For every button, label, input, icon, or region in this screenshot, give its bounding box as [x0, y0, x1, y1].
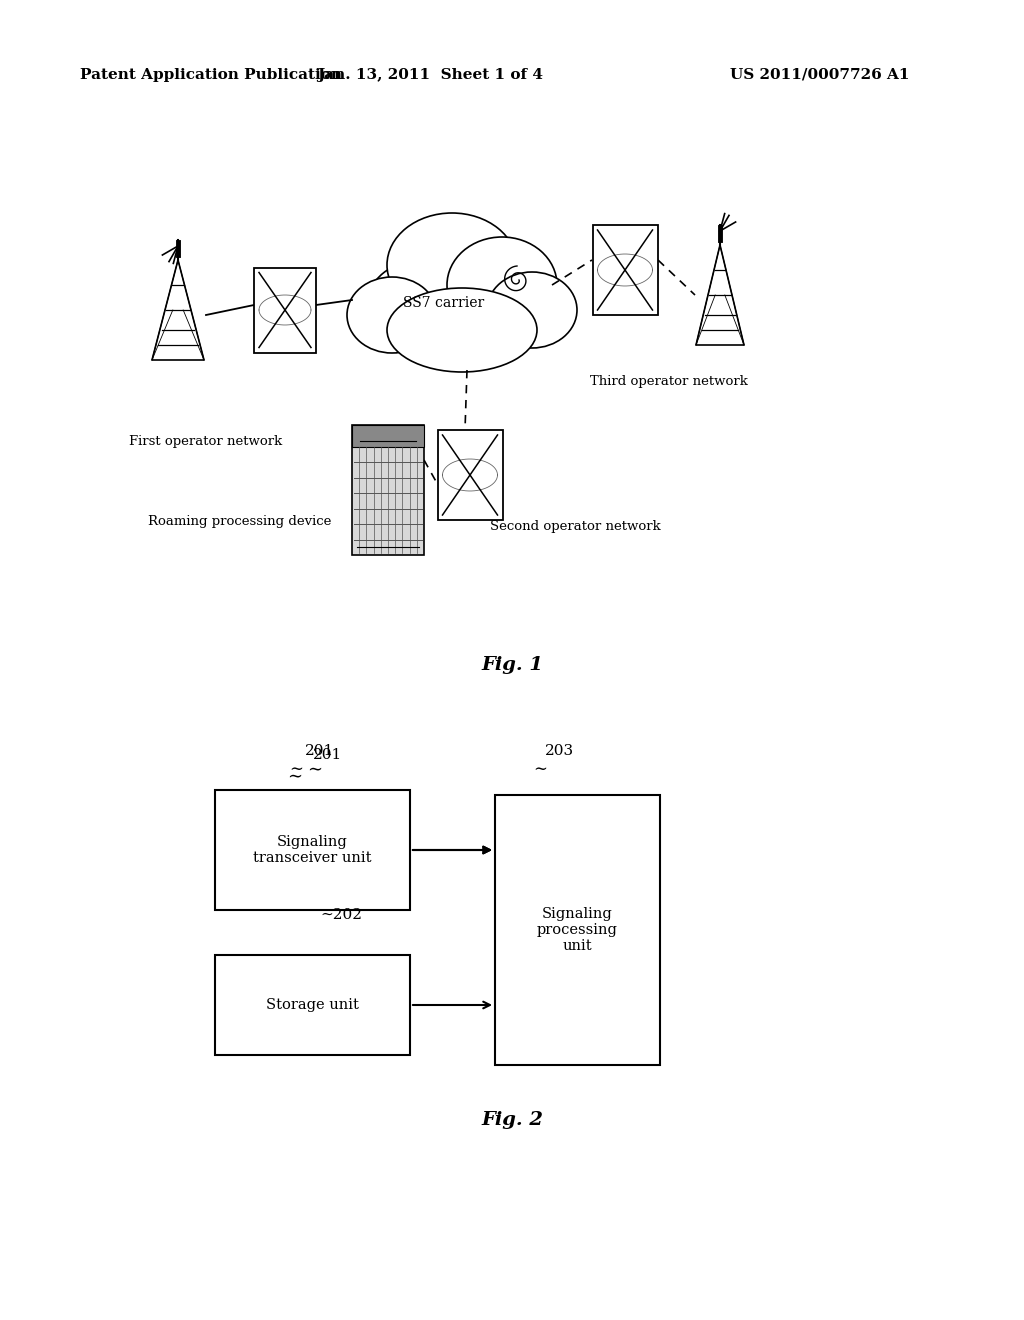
Text: Fig. 2: Fig. 2 — [481, 1111, 543, 1129]
Text: 203: 203 — [546, 744, 574, 758]
Ellipse shape — [387, 213, 517, 317]
Text: Third operator network: Third operator network — [590, 375, 748, 388]
Text: 201: 201 — [305, 744, 335, 758]
Text: SS7 carrier: SS7 carrier — [403, 296, 484, 310]
Text: 201: 201 — [313, 748, 342, 762]
Ellipse shape — [367, 260, 477, 350]
Bar — [215, 954, 410, 1055]
Text: First operator network: First operator network — [129, 436, 283, 447]
Bar — [437, 430, 503, 520]
Text: Signaling
transceiver unit: Signaling transceiver unit — [253, 836, 372, 865]
Text: ∼: ∼ — [288, 767, 302, 785]
Ellipse shape — [347, 277, 437, 352]
Text: ∼: ∼ — [307, 760, 323, 777]
Ellipse shape — [387, 288, 537, 372]
Text: Second operator network: Second operator network — [490, 520, 660, 533]
Bar — [352, 425, 424, 447]
Bar — [352, 425, 424, 554]
Ellipse shape — [447, 238, 557, 333]
Text: ∼: ∼ — [289, 762, 303, 777]
Text: Roaming processing device: Roaming processing device — [148, 515, 332, 528]
Text: ∼: ∼ — [534, 762, 547, 777]
Bar — [495, 795, 660, 1065]
Text: US 2011/0007726 A1: US 2011/0007726 A1 — [730, 69, 909, 82]
Text: Signaling
processing
unit: Signaling processing unit — [537, 907, 617, 953]
Text: Patent Application Publication: Patent Application Publication — [80, 69, 342, 82]
Text: Jan. 13, 2011  Sheet 1 of 4: Jan. 13, 2011 Sheet 1 of 4 — [317, 69, 543, 82]
Bar — [215, 789, 410, 909]
Text: ∼202: ∼202 — [319, 908, 362, 921]
Text: Fig. 1: Fig. 1 — [481, 656, 543, 675]
Text: Storage unit: Storage unit — [266, 998, 359, 1012]
Ellipse shape — [487, 272, 577, 348]
Bar — [593, 224, 657, 315]
Bar — [254, 268, 316, 352]
